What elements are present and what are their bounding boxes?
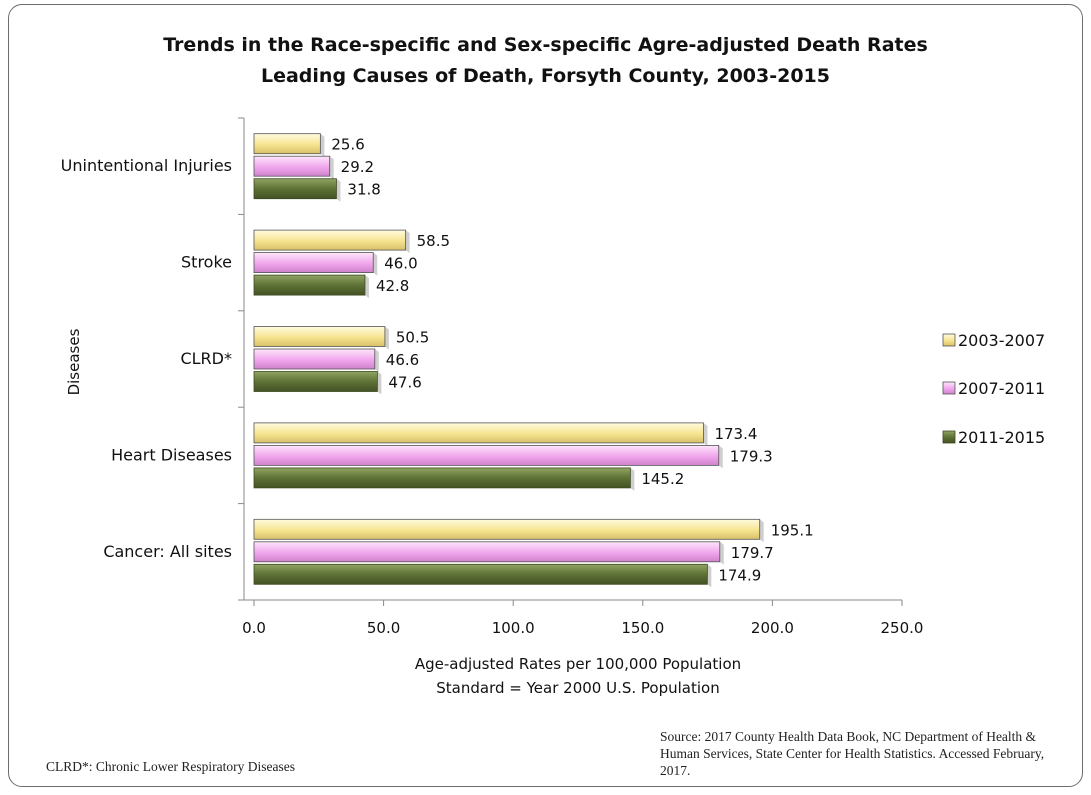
legend-swatch	[942, 333, 956, 347]
bar-side	[374, 349, 379, 372]
x-axis-title: Age-adjusted Rates per 100,000 Populatio…	[414, 655, 742, 673]
data-label: 145.2	[641, 470, 684, 488]
x-tick-label: 200.0	[751, 619, 794, 637]
bar-side	[320, 133, 325, 157]
bar-side	[759, 519, 764, 543]
bar-side	[719, 541, 724, 565]
bar	[253, 178, 337, 200]
bar-side	[630, 467, 635, 491]
y-axis-title: Diseases	[65, 328, 83, 396]
bar	[253, 422, 704, 444]
data-label: 29.2	[341, 158, 374, 176]
bar	[253, 252, 374, 274]
data-label: 46.6	[386, 351, 419, 369]
category-label: Unintentional Injuries	[61, 156, 232, 175]
legend-swatch	[942, 430, 956, 444]
x-axis-subtitle: Standard = Year 2000 U.S. Population	[436, 679, 720, 697]
x-tick-label: 250.0	[881, 619, 924, 637]
bar	[253, 467, 631, 489]
x-tick-label: 0.0	[242, 619, 266, 637]
x-tick-label: 150.0	[621, 619, 664, 637]
bar	[253, 541, 721, 563]
data-label: 42.8	[376, 277, 409, 295]
bar	[253, 155, 331, 177]
data-label: 47.6	[388, 374, 421, 392]
bar	[253, 274, 366, 296]
data-label: 50.5	[396, 329, 429, 347]
bar-side	[384, 326, 389, 350]
bar-side	[336, 178, 341, 202]
category-label: Cancer: All sites	[103, 542, 232, 561]
data-label: 173.4	[714, 425, 757, 443]
bar	[253, 133, 321, 155]
category-label: Heart Diseases	[111, 445, 232, 464]
chart-frame	[8, 4, 1083, 787]
chart-title: Trends in the Race-specific and Sex-spec…	[163, 34, 928, 56]
data-label: 58.5	[417, 232, 450, 250]
plot-area: 0.0 50.0 100.0 150.0 200.0 250.0 Unintentional…	[61, 117, 1045, 637]
data-label: 31.8	[347, 181, 380, 199]
bar-side	[703, 422, 708, 446]
bar-side	[707, 564, 712, 588]
bar	[253, 518, 761, 540]
source-note: Source: 2017 County Health Data Book, NC…	[660, 729, 1045, 778]
x-tick-label: 50.0	[367, 619, 400, 637]
bar	[253, 326, 386, 347]
category-label: CLRD*	[180, 349, 232, 368]
x-tick-label: 100.0	[492, 619, 535, 637]
data-label: 179.7	[731, 544, 774, 562]
data-label: 174.9	[718, 566, 761, 584]
bar-side	[377, 371, 382, 395]
data-label: 195.1	[771, 521, 814, 539]
bar-side	[329, 156, 334, 180]
category-label: Stroke	[181, 253, 232, 272]
legend-label: 2007-2011	[958, 379, 1045, 398]
bar	[253, 563, 708, 585]
bar	[253, 371, 378, 392]
bar-side	[405, 230, 410, 254]
bar	[253, 348, 376, 370]
data-label: 46.0	[384, 255, 417, 273]
footnote: CLRD*: Chronic Lower Respiratory Disease…	[46, 759, 295, 774]
bar-side	[364, 275, 369, 299]
chart-subtitle: Leading Causes of Death, Forsyth County,…	[260, 65, 830, 87]
legend-label: 2003-2007	[958, 331, 1045, 350]
legend-label: 2011-2015	[958, 428, 1045, 447]
bar	[253, 229, 407, 251]
bar	[253, 444, 720, 466]
legend-swatch	[942, 381, 956, 395]
bar-side	[373, 252, 378, 276]
data-label: 179.3	[730, 447, 773, 465]
bar-side	[718, 445, 723, 469]
data-label: 25.6	[331, 136, 364, 154]
